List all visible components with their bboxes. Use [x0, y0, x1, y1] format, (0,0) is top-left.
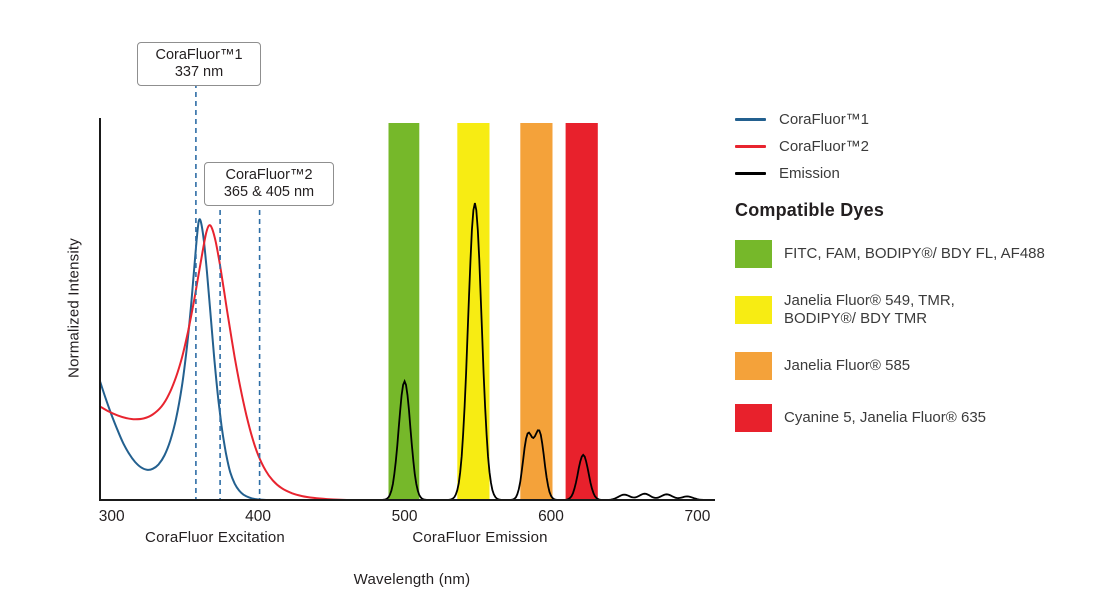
dye-band-3	[565, 123, 598, 500]
x-group-label-excitation: CoraFluor Excitation	[145, 529, 285, 546]
callout-corafluor1-title: CoraFluor™1	[155, 47, 243, 63]
legend-item-corafluor1: CoraFluor™1	[735, 106, 1107, 133]
x-tick-label: 400	[245, 508, 271, 525]
callout-corafluor2-value: 365 & 405 nm	[223, 184, 315, 200]
legend-line-swatch-corafluor1	[735, 118, 766, 121]
dye-swatch-orange	[735, 352, 772, 380]
legend: CoraFluor™1 CoraFluor™2 Emission Compati…	[735, 106, 1107, 432]
x-tick-label: 600	[538, 508, 564, 525]
dye-band-0	[388, 123, 420, 500]
excitation-curve-1	[99, 218, 280, 502]
dye-item-yellow: Janelia Fluor® 549, TMR, BODIPY®/ BDY TM…	[735, 292, 1107, 328]
callout-corafluor2: CoraFluor™2 365 & 405 nm	[204, 162, 334, 206]
callout-corafluor1: CoraFluor™1 337 nm	[137, 42, 261, 86]
dye-label-orange: Janelia Fluor® 585	[784, 357, 911, 374]
legend-label-corafluor2: CoraFluor™2	[779, 138, 870, 155]
dye-swatch-red	[735, 404, 772, 432]
dye-swatch-yellow	[735, 296, 772, 324]
callout-corafluor1-value: 337 nm	[174, 64, 224, 80]
callout-corafluor2-title: CoraFluor™2	[225, 167, 313, 183]
legend-label-corafluor1: CoraFluor™1	[779, 111, 870, 128]
dye-swatch-green	[735, 240, 772, 268]
dye-item-red: Cyanine 5, Janelia Fluor® 635	[735, 404, 1107, 432]
dye-item-orange: Janelia Fluor® 585	[735, 352, 1107, 380]
dye-label-green: FITC, FAM, BODIPY®/ BDY FL, AF488	[784, 245, 1045, 262]
dye-label-yellow: Janelia Fluor® 549, TMR, BODIPY®/ BDY TM…	[784, 292, 955, 327]
y-axis-label: Normalized Intensity	[65, 238, 83, 378]
x-tick-label: 500	[392, 508, 418, 525]
legend-line-swatch-emission	[735, 172, 766, 175]
x-group-label-emission: CoraFluor Emission	[412, 529, 548, 546]
legend-item-corafluor2: CoraFluor™2	[735, 133, 1107, 160]
legend-label-emission: Emission	[779, 165, 840, 182]
emission-curve	[360, 202, 715, 501]
compatible-dyes-heading: Compatible Dyes	[735, 200, 885, 220]
x-axis-label: Wavelength (nm)	[353, 571, 471, 588]
x-tick-label: 300	[99, 508, 125, 525]
dye-item-green: FITC, FAM, BODIPY®/ BDY FL, AF488	[735, 240, 1107, 268]
dye-label-red: Cyanine 5, Janelia Fluor® 635	[784, 409, 987, 426]
excitation-curve-2	[99, 224, 369, 502]
legend-line-swatch-corafluor2	[735, 145, 766, 148]
legend-item-emission: Emission	[735, 160, 1107, 187]
x-tick-label: 700	[684, 508, 710, 525]
